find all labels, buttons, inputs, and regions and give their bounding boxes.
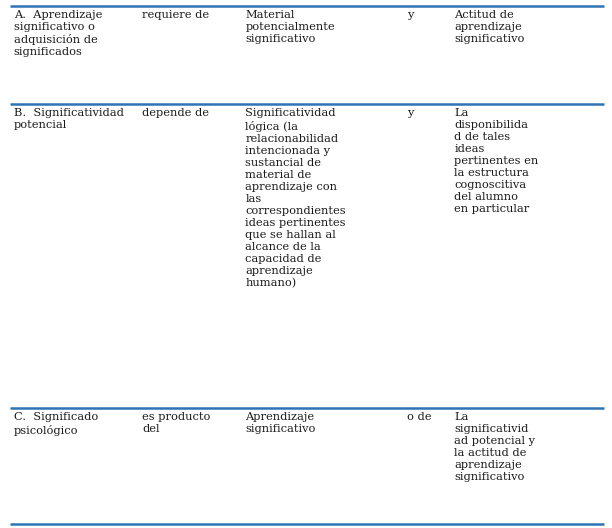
Text: A.  Aprendizaje
significativo o
adquisición de
significados: A. Aprendizaje significativo o adquisici… <box>13 10 102 58</box>
Text: depende de: depende de <box>142 108 209 118</box>
Text: La
disponibilida
d de tales
ideas
pertinentes en
la estructura
cognoscitiva
del : La disponibilida d de tales ideas pertin… <box>454 108 539 214</box>
Text: y: y <box>407 108 414 118</box>
Text: Significatividad
lógica (la
relacionabilidad
intencionada y
sustancial de
materi: Significatividad lógica (la relacionabil… <box>245 108 346 288</box>
Text: o de: o de <box>407 412 431 422</box>
Text: requiere de: requiere de <box>142 10 209 20</box>
Text: La
significativid
ad potencial y
la actitud de
aprendizaje
significativo: La significativid ad potencial y la acti… <box>454 412 535 483</box>
Text: y: y <box>407 10 414 20</box>
Text: Actitud de
aprendizaje
significativo: Actitud de aprendizaje significativo <box>454 10 524 44</box>
Text: Material
potencialmente
significativo: Material potencialmente significativo <box>245 10 335 44</box>
Text: es producto
del: es producto del <box>142 412 211 435</box>
Text: B.  Significatividad
potencial: B. Significatividad potencial <box>13 108 124 130</box>
Text: Aprendizaje
significativo: Aprendizaje significativo <box>245 412 316 435</box>
Text: C.  Significado
psicológico: C. Significado psicológico <box>13 412 98 436</box>
